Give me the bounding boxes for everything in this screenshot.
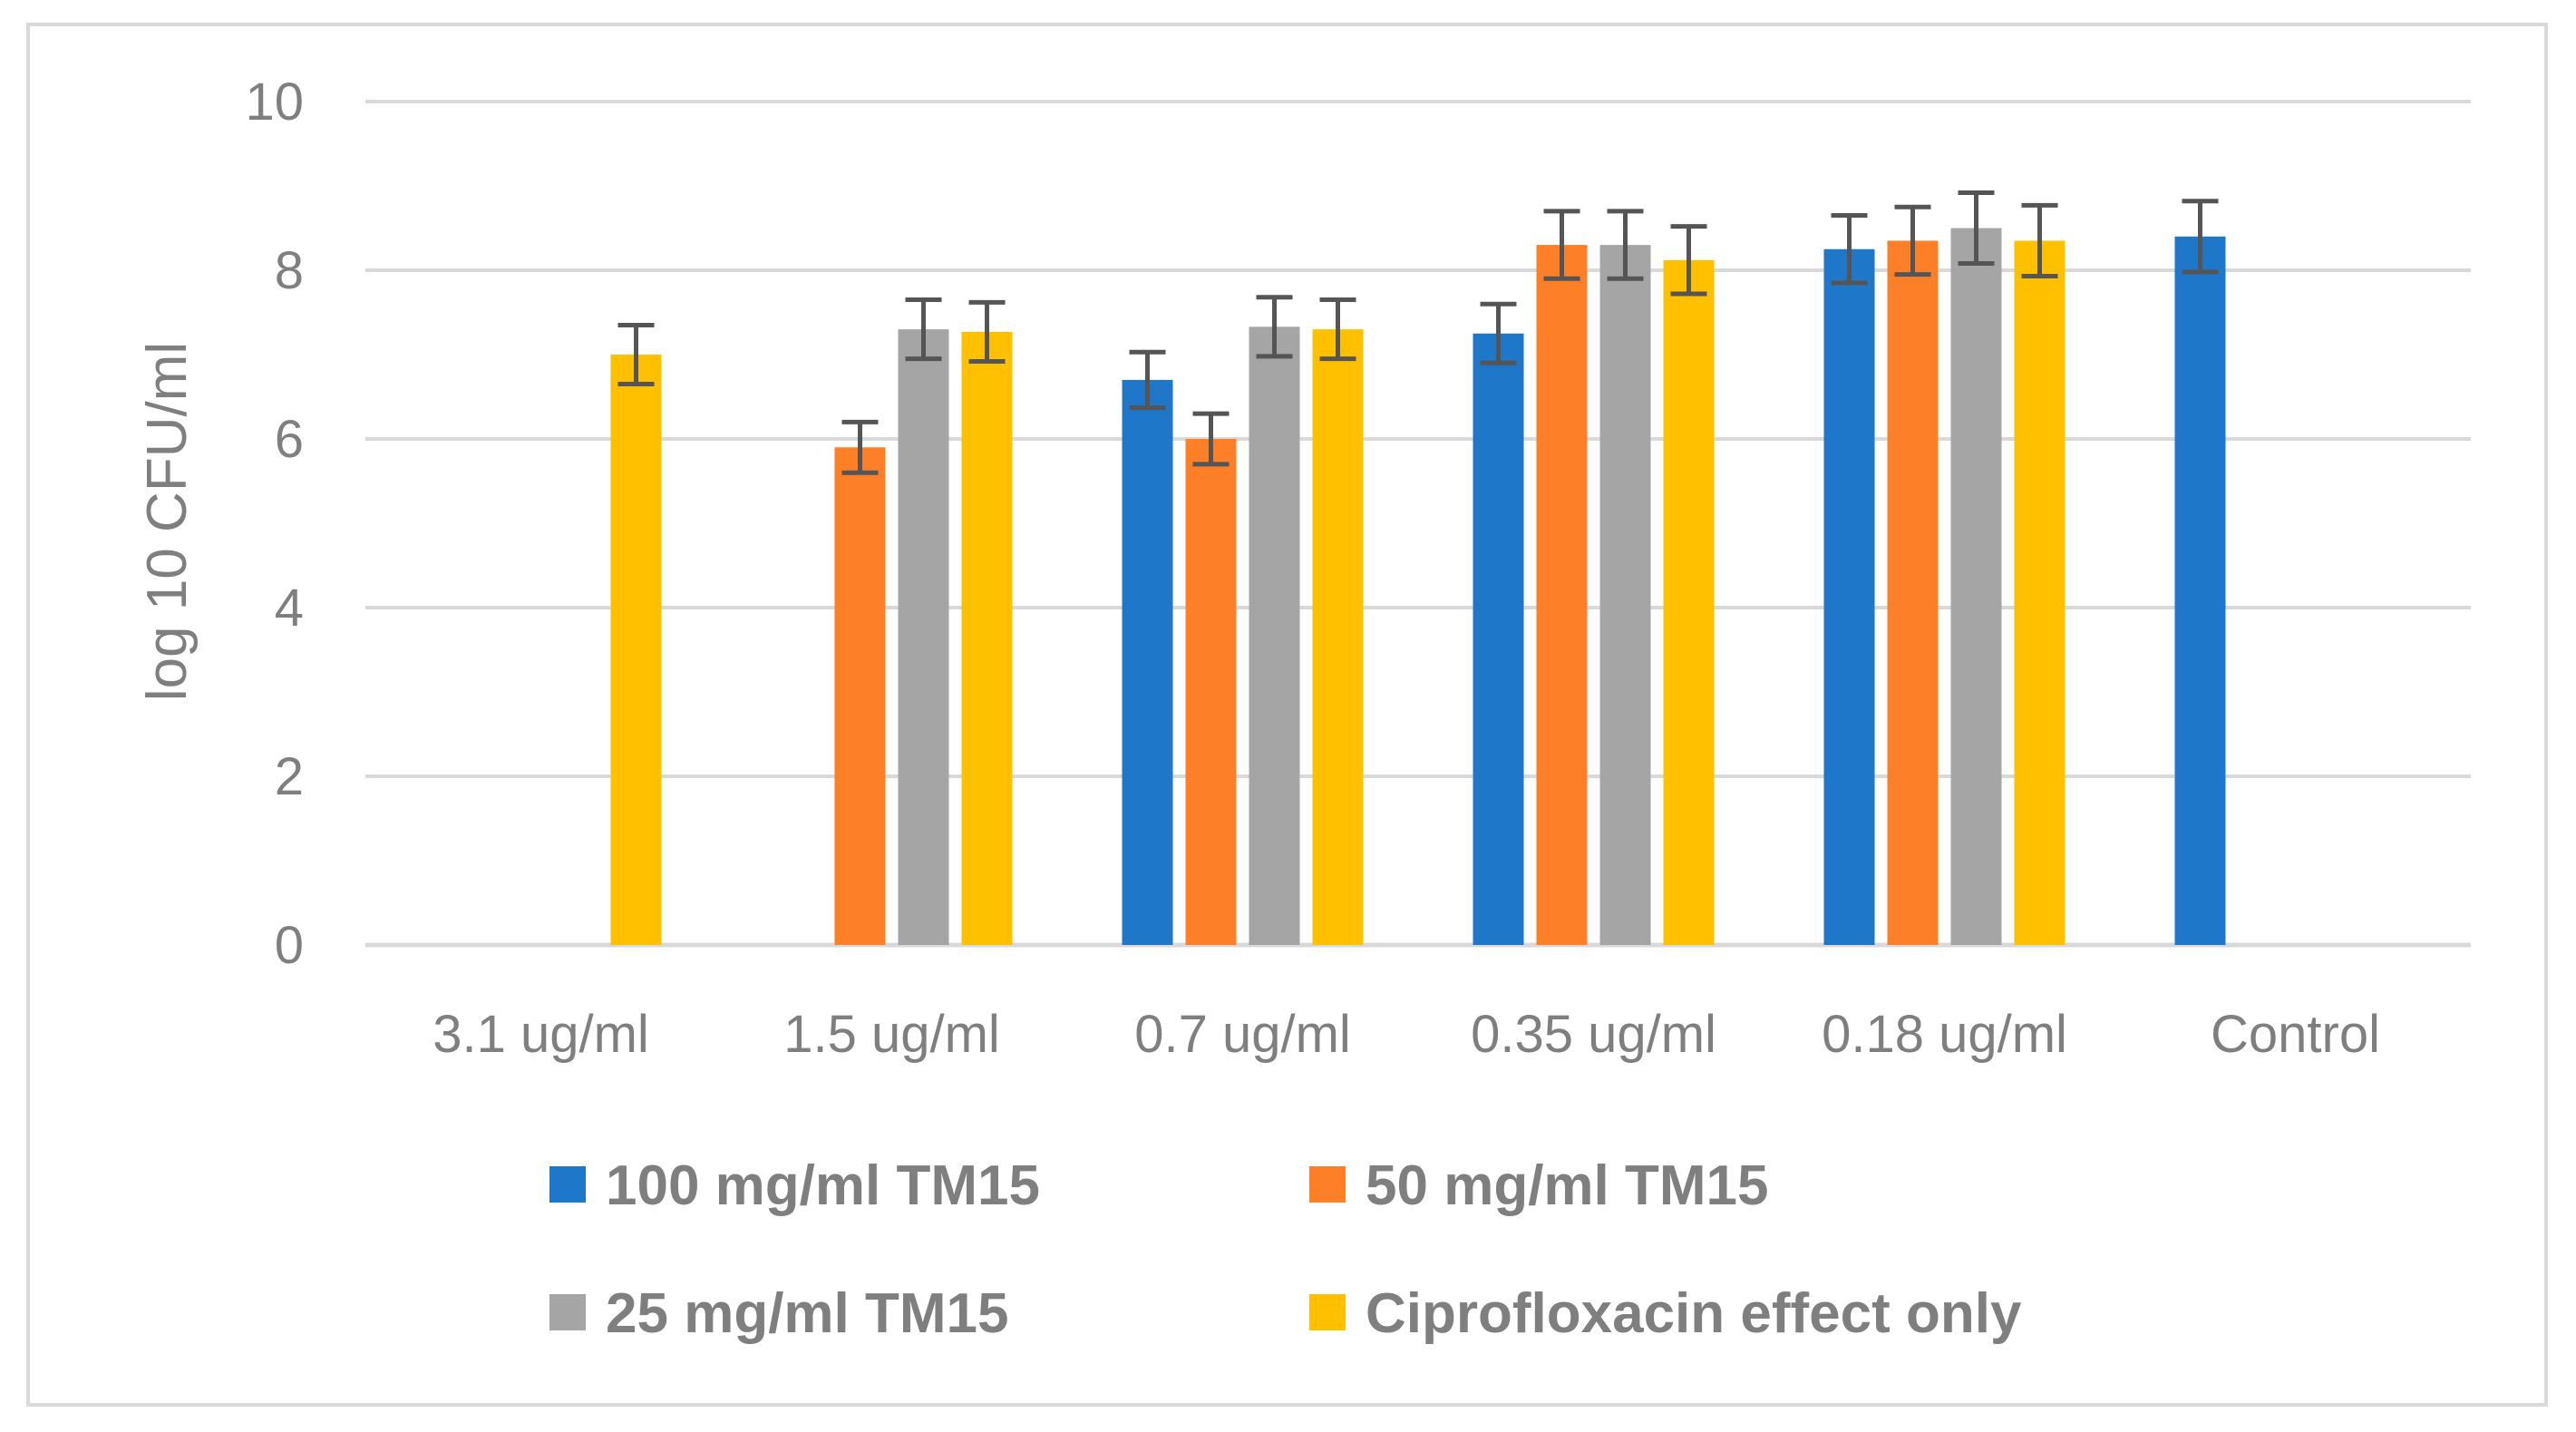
y-axis-ticks: 0 2 4 6 8 10	[245, 73, 304, 975]
bar-ciprofloxacin-effect-only-2	[1312, 329, 1364, 946]
error-bar	[1256, 295, 1293, 359]
bar-100-mg-ml-tm15-5	[2174, 236, 2226, 945]
error-bar	[1831, 213, 1868, 286]
bar-ciprofloxacin-effect-only-1	[961, 331, 1013, 945]
error-bar	[1958, 190, 1995, 267]
bars	[610, 228, 2226, 946]
legend-item: 50 mg/ml TM15	[1309, 1154, 1768, 1217]
bar-50-mg-ml-tm15-2	[1185, 439, 1237, 945]
legend-label: Ciprofloxacin effect only	[1366, 1282, 2022, 1345]
legend-label: 50 mg/ml TM15	[1366, 1154, 1768, 1217]
bar-100-mg-ml-tm15-3	[1473, 333, 1524, 945]
bar-50-mg-ml-tm15-4	[1887, 240, 1939, 945]
legend-label: 100 mg/ml TM15	[606, 1154, 1040, 1217]
error-bar	[1543, 209, 1580, 281]
bar-ciprofloxacin-effect-only-4	[2014, 240, 2066, 945]
y-tick-label: 6	[275, 410, 304, 469]
x-axis-ticks: 3.1 ug/ml 1.5 ug/ml 0.7 ug/ml 0.35 ug/ml 0.1…	[433, 1005, 2380, 1064]
y-tick-label: 4	[275, 579, 304, 638]
error-bar	[968, 299, 1006, 364]
error-bar	[1670, 224, 1707, 297]
error-bar	[841, 419, 879, 475]
error-bar	[1607, 209, 1644, 281]
legend-swatch	[1309, 1166, 1346, 1203]
error-bar	[2021, 202, 2058, 279]
bar-50-mg-ml-tm15-1	[834, 447, 886, 945]
x-tick-label: 0.35 ug/ml	[1471, 1005, 1716, 1064]
y-tick-label: 8	[275, 241, 304, 300]
y-axis-title: log 10 CFU/ml	[136, 342, 199, 701]
bar-25-mg-ml-tm15-4	[1950, 228, 2002, 945]
error-bar	[1192, 411, 1230, 467]
bar-50-mg-ml-tm15-3	[1536, 245, 1588, 946]
error-bar	[617, 322, 655, 387]
error-bars	[617, 190, 2219, 475]
legend-swatch	[1309, 1294, 1346, 1330]
error-bar	[2182, 199, 2219, 275]
bar-25-mg-ml-tm15-3	[1599, 245, 1651, 946]
error-bar	[1894, 204, 1931, 278]
x-tick-label: 0.18 ug/ml	[1822, 1005, 2067, 1064]
bar-ciprofloxacin-effect-only-0	[610, 355, 662, 945]
gridlines	[365, 100, 2471, 948]
error-bar	[1480, 301, 1517, 365]
error-bar	[1129, 349, 1166, 411]
y-tick-label: 0	[275, 916, 304, 975]
legend-swatch	[549, 1166, 586, 1203]
y-tick-label: 10	[245, 73, 304, 132]
y-tick-label: 2	[275, 747, 304, 806]
legend-item: 100 mg/ml TM15	[549, 1154, 1040, 1217]
bar-ciprofloxacin-effect-only-3	[1663, 259, 1715, 946]
bar-100-mg-ml-tm15-2	[1122, 379, 1173, 945]
x-tick-label: Control	[2211, 1005, 2380, 1064]
legend: 100 mg/ml TM15 50 mg/ml TM15 25 mg/ml TM15…	[549, 1154, 2022, 1345]
legend-swatch	[549, 1294, 586, 1330]
x-tick-label: 1.5 ug/ml	[783, 1005, 1000, 1064]
x-tick-label: 0.7 ug/ml	[1134, 1005, 1351, 1064]
x-tick-label: 3.1 ug/ml	[433, 1005, 649, 1064]
legend-item: Ciprofloxacin effect only	[1309, 1282, 2022, 1345]
legend-item: 25 mg/ml TM15	[549, 1282, 1008, 1345]
error-bar	[905, 297, 942, 362]
bar-100-mg-ml-tm15-4	[1823, 248, 1875, 945]
bar-25-mg-ml-tm15-1	[898, 329, 949, 946]
error-bar	[1319, 297, 1356, 362]
bar-25-mg-ml-tm15-2	[1249, 326, 1300, 945]
legend-label: 25 mg/ml TM15	[606, 1282, 1008, 1345]
